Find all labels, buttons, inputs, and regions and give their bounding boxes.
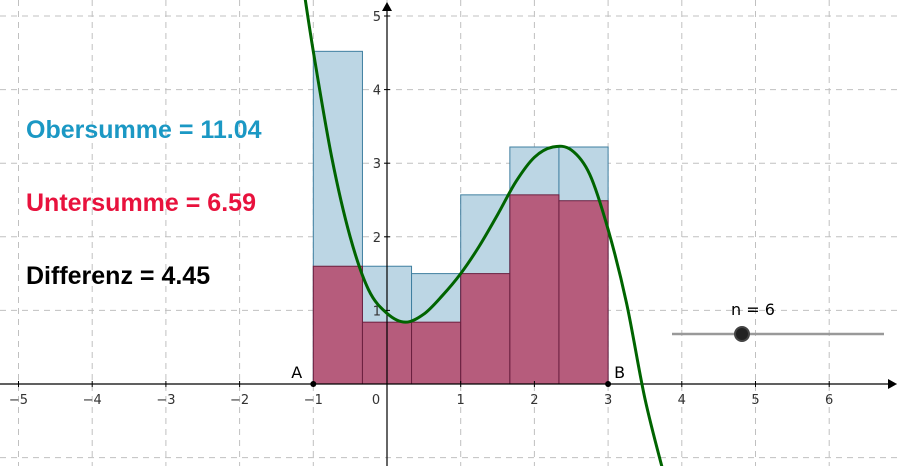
x-tick-label: 4 (678, 393, 686, 408)
lower-sum-rect (411, 321, 462, 385)
lower-sum-rect (509, 194, 560, 385)
y-axis-arrow (382, 2, 392, 11)
x-tick-label: 1 (457, 393, 465, 408)
x-tick-label: −4 (83, 393, 102, 408)
n-slider[interactable] (672, 326, 884, 342)
y-tick-label: 1 (373, 304, 381, 319)
y-tick-label: 3 (373, 157, 381, 172)
y-tick-label: 4 (373, 84, 381, 99)
x-tick-label: 2 (530, 393, 538, 408)
lower-sum-label: Untersumme = 6.59 (26, 189, 256, 217)
point-b-label: B (614, 363, 625, 382)
lower-sum-rect (460, 273, 511, 385)
x-axis-arrow (888, 379, 897, 389)
x-tick-label: 6 (825, 393, 833, 408)
x-tick-label: −5 (9, 393, 28, 408)
point-b (605, 381, 612, 387)
x-tick-label: 0 (372, 393, 380, 408)
x-tick-label: 3 (604, 393, 612, 408)
point-a (310, 381, 317, 387)
function-curve (303, 0, 664, 466)
y-tick-label: 5 (373, 10, 381, 25)
slider-caption: n = 6 (731, 300, 775, 319)
difference-label: Differenz = 4.45 (26, 262, 211, 290)
x-tick-label: −2 (230, 393, 249, 408)
upper-sum-label: Obersumme = 11.04 (26, 116, 262, 144)
lower-sum-rect (312, 265, 363, 385)
slider-knob[interactable] (734, 326, 750, 342)
x-tick-label: −1 (304, 393, 323, 408)
x-tick-label: 5 (751, 393, 759, 408)
point-a-label: A (291, 363, 302, 382)
x-tick-label: −3 (156, 393, 175, 408)
lower-sum-rectangles (312, 194, 609, 385)
y-tick-label: 2 (373, 231, 381, 246)
lower-sum-rect (558, 200, 609, 385)
